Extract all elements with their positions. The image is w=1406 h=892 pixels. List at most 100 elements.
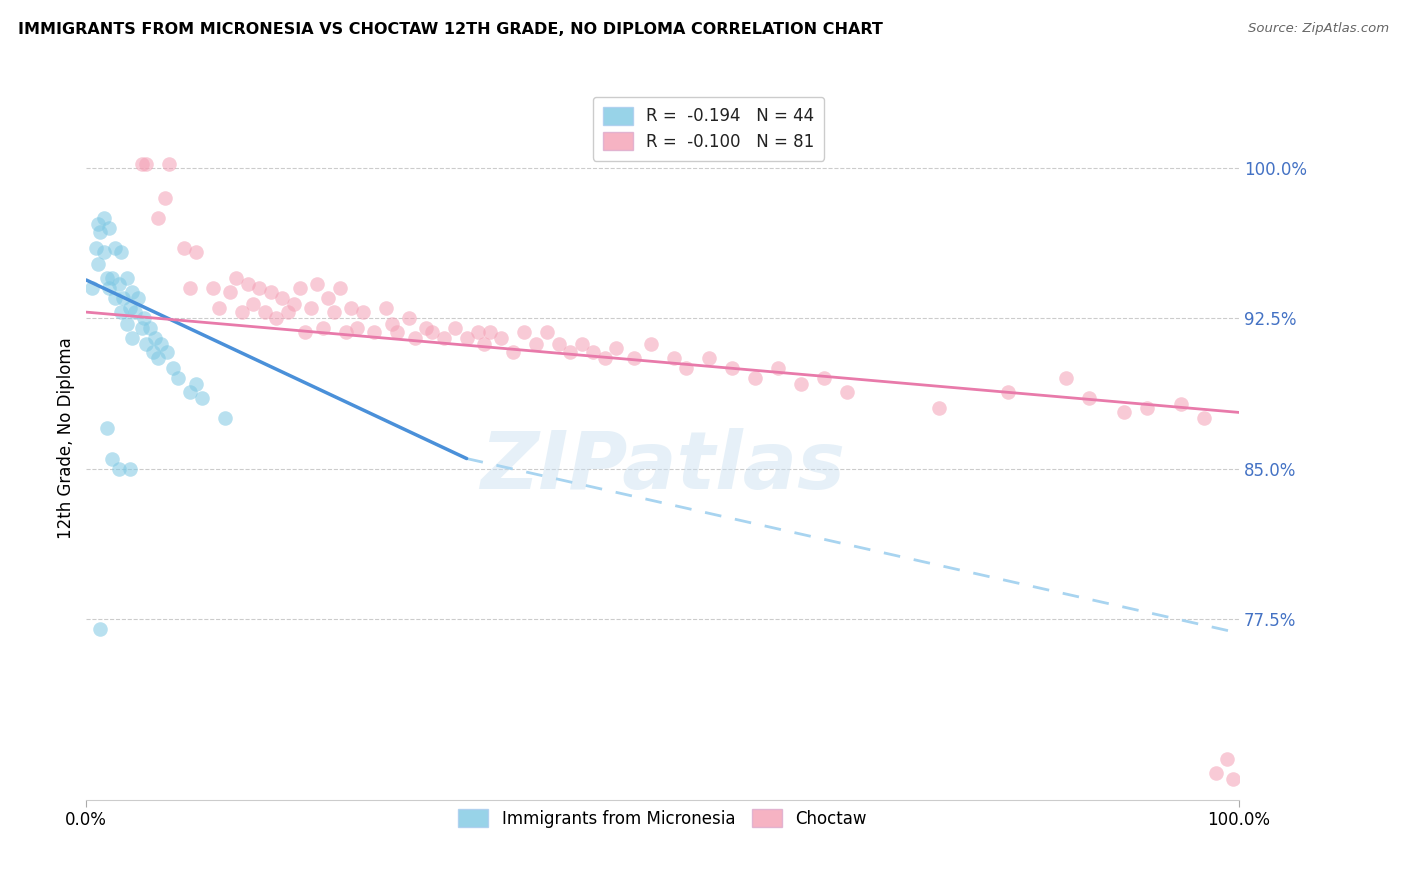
Legend: Immigrants from Micronesia, Choctaw: Immigrants from Micronesia, Choctaw xyxy=(451,803,873,835)
Point xyxy=(87,257,110,271)
Point xyxy=(98,220,121,235)
Point xyxy=(84,241,107,255)
Point xyxy=(107,461,129,475)
Point xyxy=(299,301,322,315)
Point xyxy=(398,311,420,326)
Point xyxy=(467,325,489,339)
Point xyxy=(444,321,467,335)
Point xyxy=(98,281,121,295)
Point xyxy=(456,331,478,345)
Point xyxy=(582,345,605,359)
Point xyxy=(121,331,143,345)
Point xyxy=(214,411,236,425)
Point xyxy=(277,305,299,319)
Point xyxy=(115,317,138,331)
Point xyxy=(156,345,179,359)
Point xyxy=(266,311,288,326)
Point xyxy=(472,337,495,351)
Point xyxy=(110,305,132,319)
Point xyxy=(305,277,328,291)
Point xyxy=(247,281,270,295)
Text: IMMIGRANTS FROM MICRONESIA VS CHOCTAW 12TH GRADE, NO DIPLOMA CORRELATION CHART: IMMIGRANTS FROM MICRONESIA VS CHOCTAW 12… xyxy=(18,22,883,37)
Point xyxy=(146,351,169,366)
Point xyxy=(381,317,404,331)
Point xyxy=(387,325,409,339)
Point xyxy=(363,325,385,339)
Point xyxy=(420,325,443,339)
Point xyxy=(80,281,103,295)
Point xyxy=(640,337,662,351)
Point xyxy=(766,361,789,376)
Point xyxy=(89,225,111,239)
Point xyxy=(571,337,593,351)
Point xyxy=(489,331,512,345)
Point xyxy=(593,351,616,366)
Point xyxy=(744,371,766,385)
Point xyxy=(928,401,950,416)
Text: Source: ZipAtlas.com: Source: ZipAtlas.com xyxy=(1249,22,1389,36)
Point xyxy=(104,291,127,305)
Point xyxy=(1135,401,1157,416)
Point xyxy=(1112,405,1135,419)
Point xyxy=(135,157,157,171)
Point xyxy=(1222,772,1244,787)
Point xyxy=(720,361,742,376)
Point xyxy=(524,337,547,351)
Point xyxy=(374,301,396,315)
Point xyxy=(294,325,316,339)
Point xyxy=(346,321,368,335)
Point xyxy=(100,451,122,466)
Point xyxy=(536,325,558,339)
Y-axis label: 12th Grade, No Diploma: 12th Grade, No Diploma xyxy=(58,337,75,540)
Point xyxy=(104,241,127,255)
Point xyxy=(132,311,155,326)
Point xyxy=(404,331,426,345)
Point xyxy=(131,157,153,171)
Point xyxy=(93,211,115,225)
Point xyxy=(329,281,352,295)
Point xyxy=(675,361,697,376)
Text: ZIPatlas: ZIPatlas xyxy=(479,428,845,507)
Point xyxy=(120,301,142,315)
Point xyxy=(1205,766,1227,780)
Point xyxy=(478,325,501,339)
Point xyxy=(179,385,201,400)
Point xyxy=(560,345,582,359)
Point xyxy=(107,277,129,291)
Point xyxy=(288,281,311,295)
Point xyxy=(1054,371,1077,385)
Point xyxy=(93,244,115,259)
Point xyxy=(1192,411,1215,425)
Point xyxy=(184,377,207,392)
Point xyxy=(157,157,180,171)
Point xyxy=(502,345,524,359)
Point xyxy=(415,321,437,335)
Point xyxy=(142,345,165,359)
Point xyxy=(318,291,340,305)
Point xyxy=(115,271,138,285)
Point xyxy=(623,351,645,366)
Point xyxy=(150,337,173,351)
Point xyxy=(835,385,858,400)
Point xyxy=(340,301,363,315)
Point xyxy=(219,285,242,299)
Point xyxy=(96,421,118,435)
Point xyxy=(260,285,283,299)
Point xyxy=(335,325,357,339)
Point xyxy=(120,461,142,475)
Point xyxy=(179,281,201,295)
Point xyxy=(432,331,454,345)
Point xyxy=(135,337,157,351)
Point xyxy=(110,244,132,259)
Point xyxy=(100,271,122,285)
Point xyxy=(1216,752,1239,766)
Point xyxy=(89,622,111,636)
Point xyxy=(311,321,333,335)
Point xyxy=(225,271,247,285)
Point xyxy=(124,305,146,319)
Point xyxy=(138,321,160,335)
Point xyxy=(190,392,212,406)
Point xyxy=(167,371,190,385)
Point xyxy=(162,361,184,376)
Point xyxy=(208,301,231,315)
